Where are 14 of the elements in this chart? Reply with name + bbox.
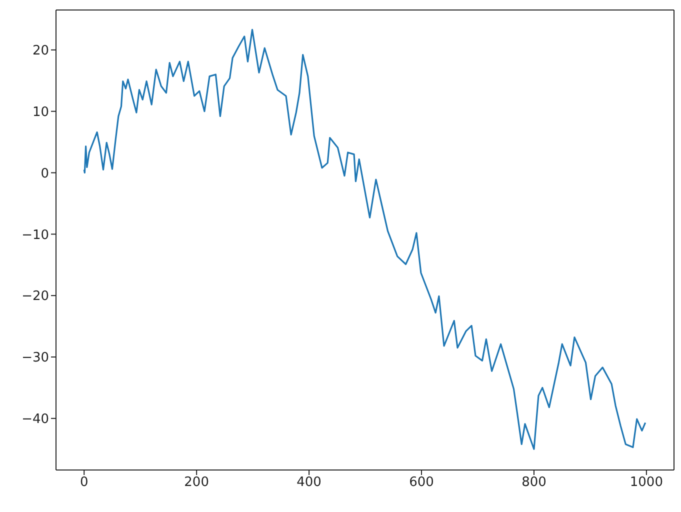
line-series xyxy=(83,28,646,450)
x-tick-label: 1000 xyxy=(630,475,663,490)
x-tick-label: 200 xyxy=(184,475,209,490)
x-tick-label: 0 xyxy=(80,475,88,490)
y-tick-label: −10 xyxy=(22,228,49,243)
y-tick-label: −30 xyxy=(22,350,49,366)
y-tick-label: 20 xyxy=(32,44,49,59)
y-tick-label: −40 xyxy=(22,412,49,428)
y-tick-label: 10 xyxy=(32,104,49,120)
x-tick-label: 800 xyxy=(522,475,546,490)
x-tick-label: 400 xyxy=(296,475,322,490)
y-tick-label: 0 xyxy=(40,166,49,182)
y-tick-label: −20 xyxy=(22,289,49,304)
x-tick-label: 600 xyxy=(409,475,434,490)
